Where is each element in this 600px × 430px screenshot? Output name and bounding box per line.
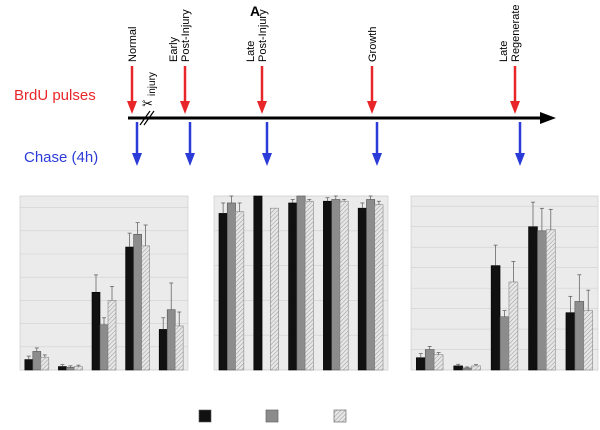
bar	[574, 301, 585, 371]
chase-label: Chase (4h)	[24, 149, 98, 166]
bar	[323, 200, 332, 371]
bar	[339, 200, 349, 371]
stage-label: Late	[498, 41, 510, 62]
legend-swatch	[333, 409, 347, 423]
bar	[471, 365, 481, 371]
bar	[374, 204, 384, 371]
scissors-icon: ✂	[142, 96, 153, 111]
stage-marker-0: Normal	[127, 27, 142, 166]
pulse-arrow-head	[127, 101, 137, 114]
pulse-arrow-head	[367, 101, 377, 114]
bar	[270, 207, 279, 371]
bar	[366, 199, 376, 371]
bar	[58, 366, 67, 371]
legend	[198, 409, 347, 423]
injury-label: injury	[147, 72, 158, 96]
bar	[537, 230, 547, 371]
bar	[508, 281, 519, 371]
chase-arrow-head	[185, 153, 195, 166]
stage-label: Post-Injury	[257, 9, 269, 62]
bar	[133, 233, 142, 371]
bar	[453, 365, 463, 371]
bar	[125, 246, 134, 371]
bar	[296, 195, 306, 371]
stage-marker-3: Growth	[367, 27, 382, 166]
chase-arrow-head	[132, 153, 142, 166]
stage-markers: Normal Early Post-Injury Late Post-Injury Gro…	[127, 5, 525, 166]
bar	[166, 309, 176, 371]
bar	[40, 356, 50, 371]
chart-panel-d	[410, 195, 599, 371]
stage-label: Post-Injury	[180, 9, 192, 62]
stage-label: Regenerate	[510, 5, 522, 63]
bar	[416, 357, 426, 371]
bar	[226, 202, 236, 371]
bar	[174, 325, 184, 371]
time-axis-arrowhead	[540, 112, 556, 124]
bar	[141, 245, 150, 371]
pulses-label: BrdU pulses	[14, 87, 96, 104]
injury-marker: injury ✂	[139, 72, 158, 126]
bar	[546, 229, 556, 371]
bar	[158, 329, 168, 371]
stage-marker-4: Late Regenerate	[498, 5, 525, 166]
bar	[433, 354, 444, 371]
bar	[32, 351, 42, 371]
bar	[499, 316, 510, 371]
chase-arrow-head	[515, 153, 525, 166]
bar	[565, 312, 576, 371]
bar	[235, 211, 245, 371]
pulse-arrow-head	[180, 101, 190, 114]
bar	[218, 213, 228, 371]
bar	[107, 300, 117, 371]
bar	[91, 291, 101, 371]
stage-marker-1: Early Post-Injury	[168, 9, 195, 166]
bar	[528, 226, 538, 371]
bar	[424, 349, 435, 371]
legend-swatch	[265, 409, 279, 423]
pulse-arrow-head	[510, 101, 520, 114]
chase-arrow-head	[262, 153, 272, 166]
chase-arrow-head	[372, 153, 382, 166]
bar	[24, 359, 34, 371]
bar	[288, 202, 298, 371]
chart-panel-b	[19, 195, 189, 371]
timeline-panel: A BrdU pulses Chase (4h) injury ✂ Normal…	[14, 3, 556, 166]
panel-letter-a: A	[250, 3, 260, 19]
stage-label: Late	[245, 41, 257, 62]
cut-mark-2	[143, 110, 155, 126]
bar	[74, 366, 83, 371]
bar	[583, 310, 593, 371]
bar	[304, 200, 314, 371]
bar	[331, 199, 341, 371]
legend-swatch	[198, 409, 212, 423]
stage-marker-2: Late Post-Injury	[245, 9, 272, 166]
stage-label: Normal	[127, 27, 139, 62]
bar	[66, 366, 75, 371]
cut-mark-1	[139, 110, 151, 126]
chart-panel-c	[213, 195, 389, 371]
bar	[99, 324, 109, 371]
stage-label: Growth	[367, 27, 379, 62]
bar	[253, 195, 263, 371]
stage-label: Early	[168, 36, 180, 62]
pulse-arrow-head	[257, 101, 267, 114]
bar	[357, 207, 367, 371]
bar	[490, 265, 501, 371]
bar	[462, 367, 472, 371]
